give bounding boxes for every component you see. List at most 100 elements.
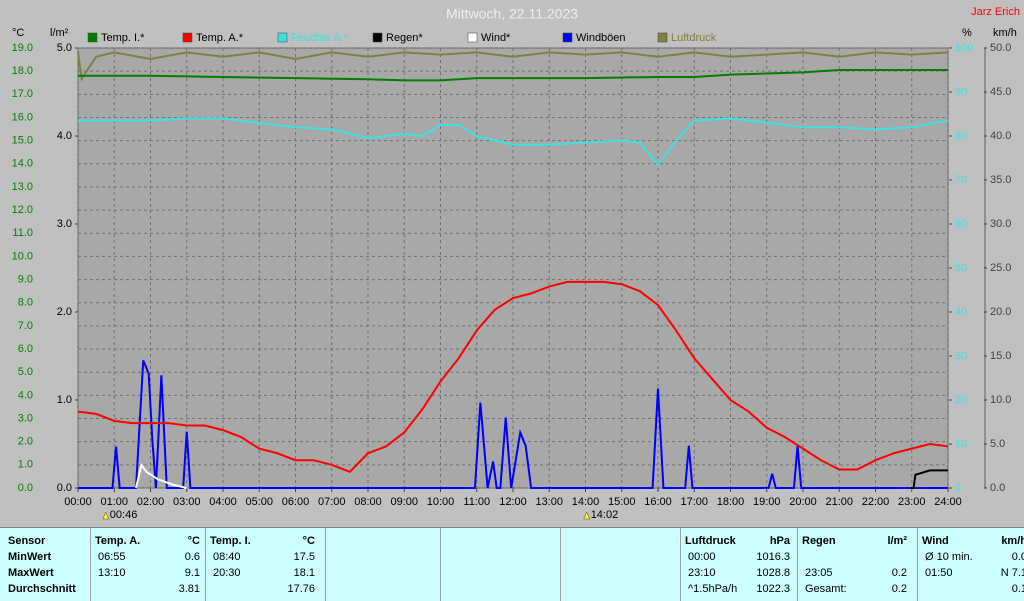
section-name: Wind: [922, 535, 949, 547]
y2-tick-label: 4.0: [57, 130, 72, 142]
time-cell: Ø 10 min.: [925, 551, 973, 563]
y4-tick-label: 25.0: [990, 262, 1011, 274]
x-tick-label: 12:00: [499, 496, 527, 508]
time-cell: 23:05: [805, 567, 833, 579]
y4-tick-label: 0.0: [990, 482, 1005, 494]
y-tick-label: 1.0: [18, 459, 33, 471]
column-separator: [440, 528, 441, 601]
section-unit: °C: [187, 535, 200, 547]
value-cell: 9.1: [184, 567, 200, 579]
legend-swatch: [467, 32, 478, 43]
column-separator: [680, 528, 681, 601]
x-tick-label: 17:00: [680, 496, 708, 508]
y-tick-label: 2.0: [18, 436, 33, 448]
section-name: Regen: [802, 535, 836, 547]
time-cell: 00:00: [688, 551, 716, 563]
series-line: [77, 51, 949, 82]
x-tick-label: 02:00: [137, 496, 165, 508]
y4-tick-label: 35.0: [990, 174, 1011, 186]
y2-tick-label: 1.0: [57, 394, 72, 406]
y3-tick-label: 60: [955, 218, 967, 230]
legend-label: Luftdruck: [671, 32, 717, 44]
legend-swatch: [87, 32, 98, 43]
column-separator: [917, 528, 918, 601]
x-tick-label: 10:00: [427, 496, 455, 508]
value-cell: 1016.3: [756, 551, 790, 563]
y-tick-label: 15.0: [12, 135, 33, 147]
section-unit: km/h: [1001, 535, 1024, 547]
y3-tick-label: 100: [955, 42, 973, 54]
row-label: Durchschnitt: [8, 583, 76, 595]
y-tick-label: 13.0: [12, 181, 33, 193]
value-cell: 0.2: [891, 567, 907, 579]
y-tick-label: 12.0: [12, 204, 33, 216]
event-label: 00:46: [110, 509, 138, 521]
value-cell: 0.1: [1011, 583, 1024, 595]
y-tick-label: 10.0: [12, 250, 33, 262]
value-cell: 1022.3: [756, 583, 790, 595]
y-tick-label: 5.0: [18, 366, 33, 378]
x-tick-label: 15:00: [608, 496, 636, 508]
y3-tick-label: 0: [955, 482, 961, 494]
legend-swatch: [657, 32, 668, 43]
y-tick-label: 7.0: [18, 320, 33, 332]
event-label: 14:02: [591, 509, 619, 521]
legend-label: Wind*: [481, 32, 511, 44]
time-cell: 13:10: [98, 567, 126, 579]
section-unit: °C: [302, 535, 315, 547]
x-tick-label: 08:00: [354, 496, 382, 508]
event-marker: [583, 511, 591, 520]
legend-swatch: [182, 32, 193, 43]
time-cell: 01:50: [925, 567, 953, 579]
x-tick-label: 05:00: [245, 496, 273, 508]
series-line: [78, 360, 948, 489]
y4-unit: km/h: [993, 27, 1017, 39]
y-tick-label: 0.0: [18, 482, 33, 494]
column-separator: [90, 528, 91, 601]
value-cell: N 7.1: [1000, 567, 1024, 579]
time-cell: 23:10: [688, 567, 716, 579]
value-cell: 17.5: [293, 551, 315, 563]
y-tick-label: 6.0: [18, 343, 33, 355]
y-tick-label: 9.0: [18, 273, 33, 285]
column-separator: [205, 528, 206, 601]
time-cell: 08:40: [213, 551, 241, 563]
value-cell: 18.1: [293, 567, 315, 579]
x-tick-label: 13:00: [535, 496, 563, 508]
author: Jarz Erich: [971, 6, 1020, 18]
x-tick-label: 01:00: [100, 496, 128, 508]
y3-tick-label: 50: [955, 262, 967, 274]
time-cell: ^1.5hPa/h: [688, 583, 738, 595]
section-name: Temp. I.: [210, 535, 251, 547]
y3-tick-label: 90: [955, 86, 967, 98]
x-tick-label: 07:00: [318, 496, 346, 508]
y2-tick-label: 2.0: [57, 306, 72, 318]
legend-swatch: [372, 32, 383, 43]
summary-table: Sensor MinWert MaxWert Durchschnitt Temp. A.…: [0, 527, 1024, 601]
x-tick-label: 19:00: [753, 496, 781, 508]
value-cell: 17.76: [287, 583, 315, 595]
y-tick-label: 4.0: [18, 389, 33, 401]
y3-tick-label: 80: [955, 130, 967, 142]
x-tick-label: 14:00: [572, 496, 600, 508]
row-label: Sensor: [8, 535, 46, 547]
legend-swatch: [562, 32, 573, 43]
y4-tick-label: 15.0: [990, 350, 1011, 362]
y4-tick-label: 40.0: [990, 130, 1011, 142]
chart: Mittwoch, 22.11.2023 Jarz Erich °C l/m² …: [12, 6, 1020, 521]
y3-tick-label: 30: [955, 350, 967, 362]
x-tick-label: 22:00: [862, 496, 890, 508]
series-line: [909, 469, 948, 489]
y4-tick-label: 10.0: [990, 394, 1011, 406]
column-separator: [797, 528, 798, 601]
time-cell: 20:30: [213, 567, 241, 579]
y4-tick-label: 45.0: [990, 86, 1011, 98]
y2-tick-label: 0.0: [57, 482, 72, 494]
x-tick-label: 18:00: [717, 496, 745, 508]
legend-label: Windböen: [576, 32, 626, 44]
y-unit: °C: [12, 27, 24, 39]
y3-tick-label: 10: [955, 438, 967, 450]
x-tick-label: 16:00: [644, 496, 672, 508]
y4-tick-label: 30.0: [990, 218, 1011, 230]
y-tick-label: 3.0: [18, 412, 33, 424]
